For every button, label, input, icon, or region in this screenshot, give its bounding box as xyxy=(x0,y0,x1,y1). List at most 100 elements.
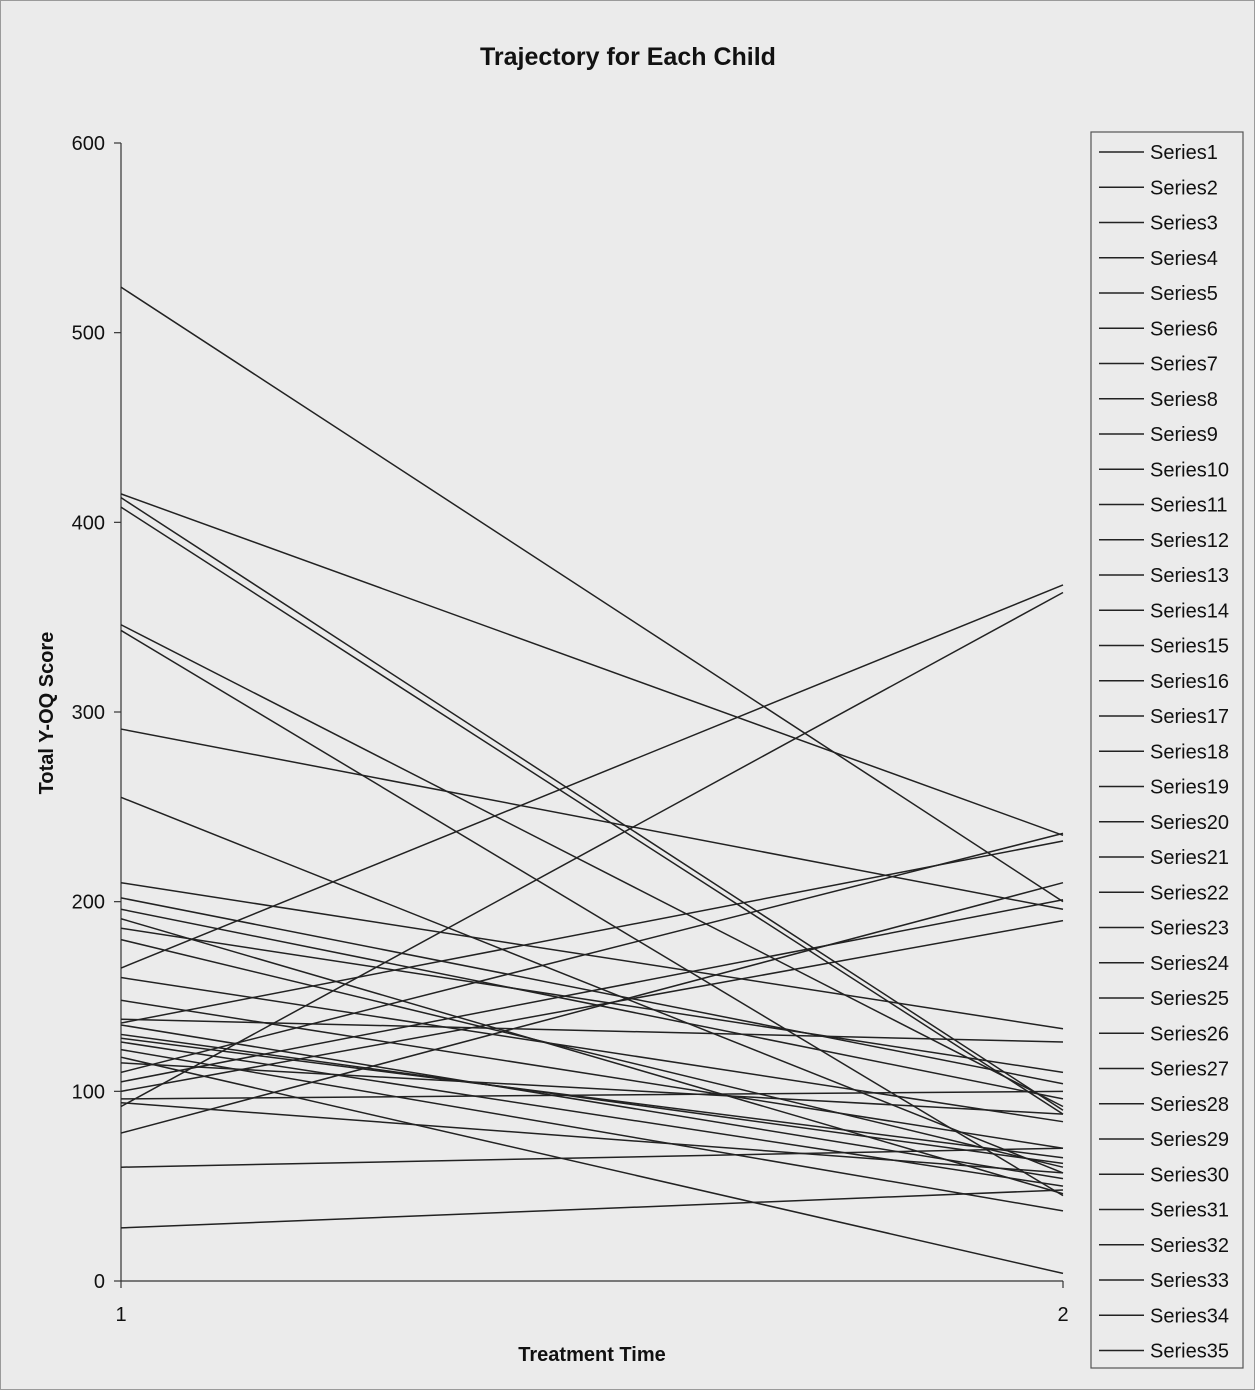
legend-label: Series27 xyxy=(1150,1059,1229,1081)
legend-label: Series9 xyxy=(1150,424,1218,446)
legend-item: Series6 xyxy=(1099,318,1218,340)
legend-label: Series6 xyxy=(1150,318,1218,340)
legend-label: Series10 xyxy=(1150,459,1229,481)
series-line-13 xyxy=(120,927,1064,1074)
x-tick-label: 1 xyxy=(115,1304,126,1326)
legend-label: Series12 xyxy=(1150,530,1229,552)
series-line-17 xyxy=(120,999,1064,1149)
legend-label: Series2 xyxy=(1150,177,1218,199)
legend-item: Series34 xyxy=(1099,1305,1229,1327)
y-tick-label: 500 xyxy=(72,323,105,345)
legend-label: Series33 xyxy=(1150,1270,1229,1292)
legend-item: Series18 xyxy=(1099,741,1229,763)
series-line-26 xyxy=(120,1062,1064,1115)
series-line-14 xyxy=(120,938,1064,1168)
series-line-18 xyxy=(120,1018,1064,1043)
legend-item: Series2 xyxy=(1099,177,1218,199)
series-lines xyxy=(120,286,1064,1275)
series-line-2 xyxy=(120,493,1064,836)
legend-item: Series33 xyxy=(1099,1270,1229,1292)
y-tick-label: 600 xyxy=(72,133,105,155)
series-line-3 xyxy=(120,497,1064,1111)
series-line-30 xyxy=(120,1090,1064,1100)
series-line-29 xyxy=(120,919,1064,1093)
legend-item: Series27 xyxy=(1099,1059,1229,1081)
legend-label: Series35 xyxy=(1150,1341,1229,1363)
series-line-31 xyxy=(120,1101,1064,1174)
legend-item: Series11 xyxy=(1099,495,1227,517)
x-axis-label: Treatment Time xyxy=(518,1344,665,1366)
legend-label: Series19 xyxy=(1150,777,1229,799)
series-line-15 xyxy=(120,584,1064,969)
legend-item: Series17 xyxy=(1099,706,1229,728)
legend-item: Series26 xyxy=(1099,1023,1229,1045)
legend-item: Series10 xyxy=(1099,459,1229,481)
series-line-21 xyxy=(120,1033,1064,1165)
series-line-4 xyxy=(120,506,1064,1115)
legend-label: Series26 xyxy=(1150,1023,1229,1045)
legend-label: Series21 xyxy=(1150,847,1229,869)
legend-label: Series17 xyxy=(1150,706,1229,728)
legend-item: Series13 xyxy=(1099,565,1229,587)
series-line-6 xyxy=(120,629,1064,1197)
legend-label: Series5 xyxy=(1150,283,1218,305)
series-line-20 xyxy=(120,1024,1064,1180)
legend-label: Series22 xyxy=(1150,882,1229,904)
legend-item: Series23 xyxy=(1099,918,1229,940)
series-line-19 xyxy=(120,840,1064,1024)
series-line-27 xyxy=(120,832,1064,1074)
legend-item: Series25 xyxy=(1099,988,1229,1010)
legend-item: Series30 xyxy=(1099,1164,1229,1186)
legend-label: Series20 xyxy=(1150,812,1229,834)
legend-item: Series29 xyxy=(1099,1129,1229,1151)
series-line-22 xyxy=(120,1037,1064,1159)
legend-label: Series23 xyxy=(1150,918,1229,940)
legend-label: Series18 xyxy=(1150,741,1229,763)
legend-item: Series20 xyxy=(1099,812,1229,834)
legend-label: Series30 xyxy=(1150,1164,1229,1186)
legend-item: Series19 xyxy=(1099,777,1229,799)
legend-item: Series3 xyxy=(1099,213,1218,235)
series-line-24 xyxy=(120,1048,1064,1212)
series-line-11 xyxy=(120,908,1064,1100)
legend-label: Series7 xyxy=(1150,354,1218,376)
legend-label: Series8 xyxy=(1150,389,1218,411)
legend-item: Series22 xyxy=(1099,882,1229,904)
x-tick-label: 2 xyxy=(1057,1304,1068,1326)
legend-label: Series16 xyxy=(1150,671,1229,693)
legend-label: Series32 xyxy=(1150,1235,1229,1257)
legend-item: Series24 xyxy=(1099,953,1229,975)
legend-item: Series16 xyxy=(1099,671,1229,693)
legend-item: Series35 xyxy=(1099,1341,1229,1363)
legend: Series1 Series2 Series3 Series4 Series5 Serie… xyxy=(1090,131,1244,1369)
series-line-28 xyxy=(120,899,1064,1083)
legend-label: Series24 xyxy=(1150,953,1229,975)
legend-item: Series21 xyxy=(1099,847,1229,869)
series-line-33 xyxy=(120,881,1064,1134)
series-line-9 xyxy=(120,881,1064,1030)
y-axis-label: Total Y-OQ Score xyxy=(36,632,58,795)
series-line-16 xyxy=(120,976,1064,1123)
y-tick-label: 400 xyxy=(72,512,105,534)
legend-label: Series1 xyxy=(1150,142,1218,164)
legend-label: Series31 xyxy=(1150,1200,1229,1222)
y-tick-label: 100 xyxy=(72,1081,105,1103)
series-line-35 xyxy=(120,1189,1064,1229)
legend-label: Series4 xyxy=(1150,248,1218,270)
legend-label: Series11 xyxy=(1150,495,1227,517)
legend-item: Series14 xyxy=(1099,600,1229,622)
y-tick-label: 300 xyxy=(72,702,105,724)
legend-box xyxy=(1090,131,1244,1369)
series-line-34 xyxy=(120,1147,1064,1168)
legend-item: Series9 xyxy=(1099,424,1218,446)
legend-label: Series29 xyxy=(1150,1129,1229,1151)
legend-label: Series13 xyxy=(1150,565,1229,587)
legend-label: Series14 xyxy=(1150,600,1229,622)
y-tick-label: 0 xyxy=(94,1271,105,1293)
y-tick-label: 200 xyxy=(72,892,105,914)
y-ticks: 0 100 200 300 400 500 600 xyxy=(72,133,121,1293)
legend-item: Series28 xyxy=(1099,1094,1229,1116)
